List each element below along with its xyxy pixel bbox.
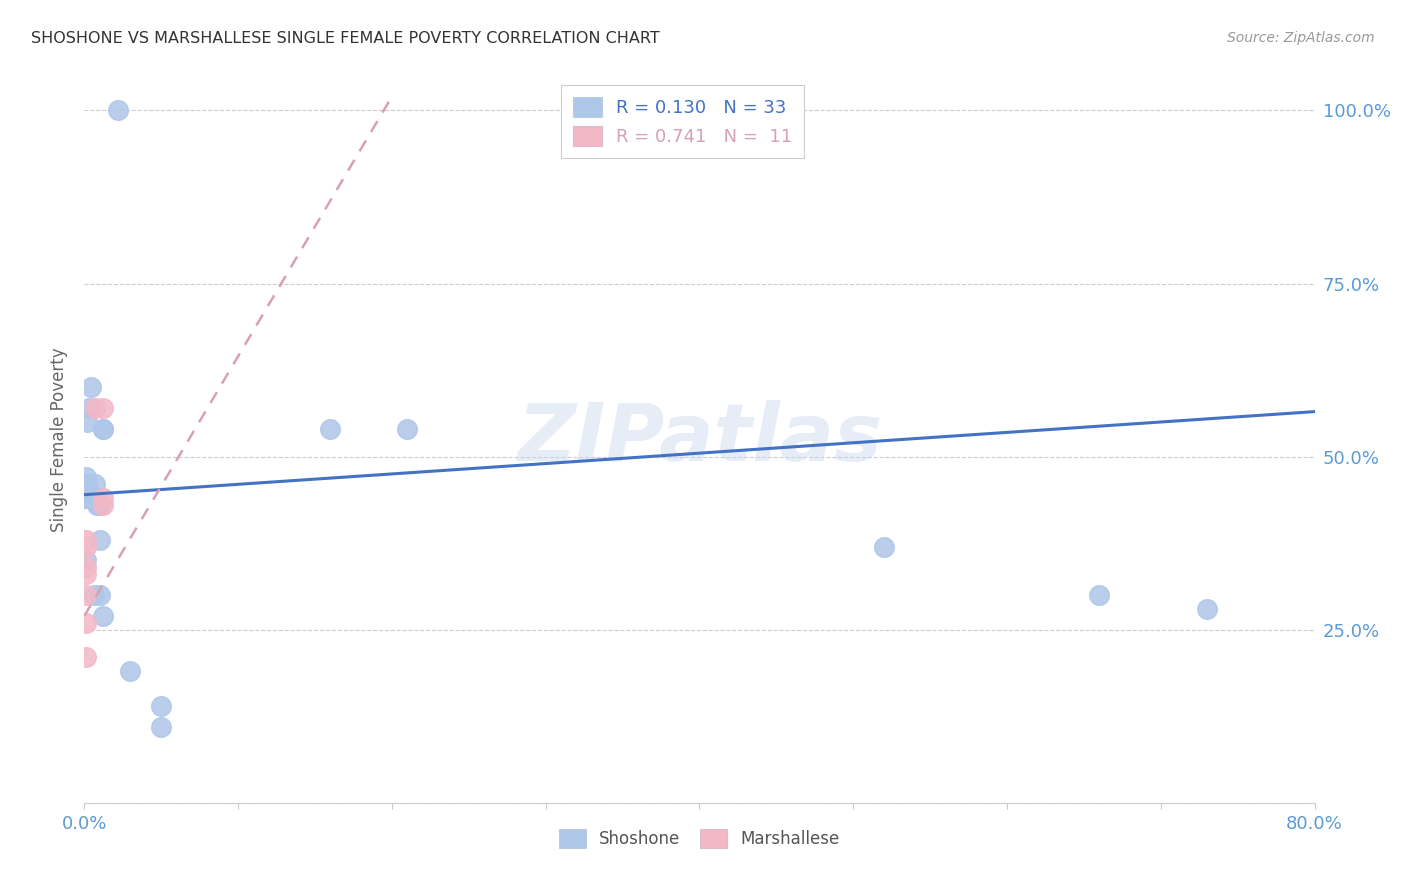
Point xyxy=(319,422,342,436)
Point xyxy=(87,498,110,512)
Point xyxy=(75,553,97,567)
Point xyxy=(75,477,97,491)
Point xyxy=(75,650,97,665)
Point xyxy=(79,380,101,394)
Point xyxy=(75,588,97,602)
Point xyxy=(150,720,173,734)
Point xyxy=(1088,588,1111,602)
Point xyxy=(89,498,111,512)
Point xyxy=(150,698,173,713)
Y-axis label: Single Female Poverty: Single Female Poverty xyxy=(51,347,69,532)
Point xyxy=(76,415,98,429)
Point xyxy=(91,498,114,512)
Point xyxy=(84,477,107,491)
Point xyxy=(83,491,105,505)
Point xyxy=(120,665,142,679)
Point xyxy=(80,491,103,505)
Point xyxy=(75,470,97,484)
Point xyxy=(396,422,419,436)
Point xyxy=(75,615,97,630)
Point xyxy=(91,422,114,436)
Point xyxy=(79,491,101,505)
Point xyxy=(75,484,97,499)
Point xyxy=(89,533,111,547)
Point xyxy=(107,103,129,118)
Point xyxy=(1195,602,1218,616)
Point xyxy=(873,540,896,554)
Point xyxy=(91,422,114,436)
Point xyxy=(91,608,114,623)
Point xyxy=(83,588,105,602)
Point xyxy=(91,491,114,505)
Point xyxy=(75,540,97,554)
Text: Source: ZipAtlas.com: Source: ZipAtlas.com xyxy=(1227,31,1375,45)
Point xyxy=(75,533,97,547)
Point xyxy=(75,491,97,505)
Text: ZIPatlas: ZIPatlas xyxy=(517,401,882,478)
Point xyxy=(77,401,100,416)
Point xyxy=(89,588,111,602)
Text: SHOSHONE VS MARSHALLESE SINGLE FEMALE POVERTY CORRELATION CHART: SHOSHONE VS MARSHALLESE SINGLE FEMALE PO… xyxy=(31,31,659,46)
Legend: Shoshone, Marshallese: Shoshone, Marshallese xyxy=(551,821,848,856)
Point xyxy=(76,477,98,491)
Point xyxy=(75,560,97,574)
Point xyxy=(91,401,114,416)
Point xyxy=(75,567,97,582)
Point xyxy=(77,484,100,499)
Point xyxy=(84,401,107,416)
Point xyxy=(86,498,108,512)
Point xyxy=(75,491,97,505)
